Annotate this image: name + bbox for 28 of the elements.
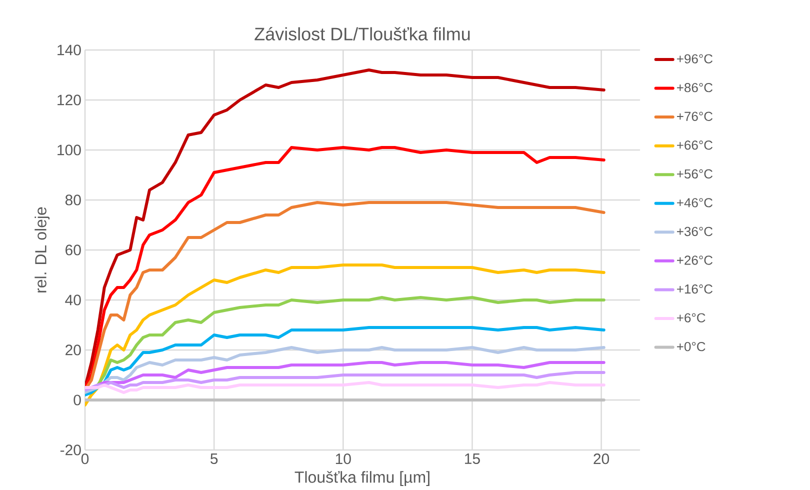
y-tick-label: 60 <box>66 244 81 256</box>
legend-label: +56°C <box>677 169 713 179</box>
legend-label: +0°C <box>677 342 706 352</box>
y-tick-label: 20 <box>66 344 81 356</box>
y-tick-label: 40 <box>65 294 81 306</box>
y-tick-label: 80 <box>65 194 81 206</box>
x-tick-label: 0 <box>81 454 89 464</box>
y-axis-title: rel. DL oleje <box>34 207 50 292</box>
x-tick-label: 5 <box>210 454 218 464</box>
legend-label: +66°C <box>677 140 713 150</box>
y-tick-label: 140 <box>58 44 81 56</box>
legend-label: +6°C <box>677 313 706 322</box>
x-axis-title: Tloušťka filmu [µm] <box>294 471 430 486</box>
x-tick-label: 20 <box>594 454 610 464</box>
x-tick-label: 10 <box>336 454 351 464</box>
legend-label: +96°C <box>677 54 713 64</box>
y-tick-label: 0 <box>74 394 81 406</box>
y-tick-label: 100 <box>58 144 81 156</box>
legend-label: +76°C <box>677 112 713 121</box>
legend-label: +16°C <box>677 284 713 294</box>
legend-label: +26°C <box>677 256 713 265</box>
legend-label: +86°C <box>677 82 713 92</box>
x-tick-label: 15 <box>465 454 480 464</box>
legend-label: +46°C <box>677 198 713 208</box>
y-tick-label: 120 <box>58 94 81 106</box>
y-tick-label: -20 <box>60 444 81 456</box>
chart-title: Závislost DL/Tloušťka filmu <box>254 27 470 40</box>
legend-label: +36°C <box>677 226 713 236</box>
